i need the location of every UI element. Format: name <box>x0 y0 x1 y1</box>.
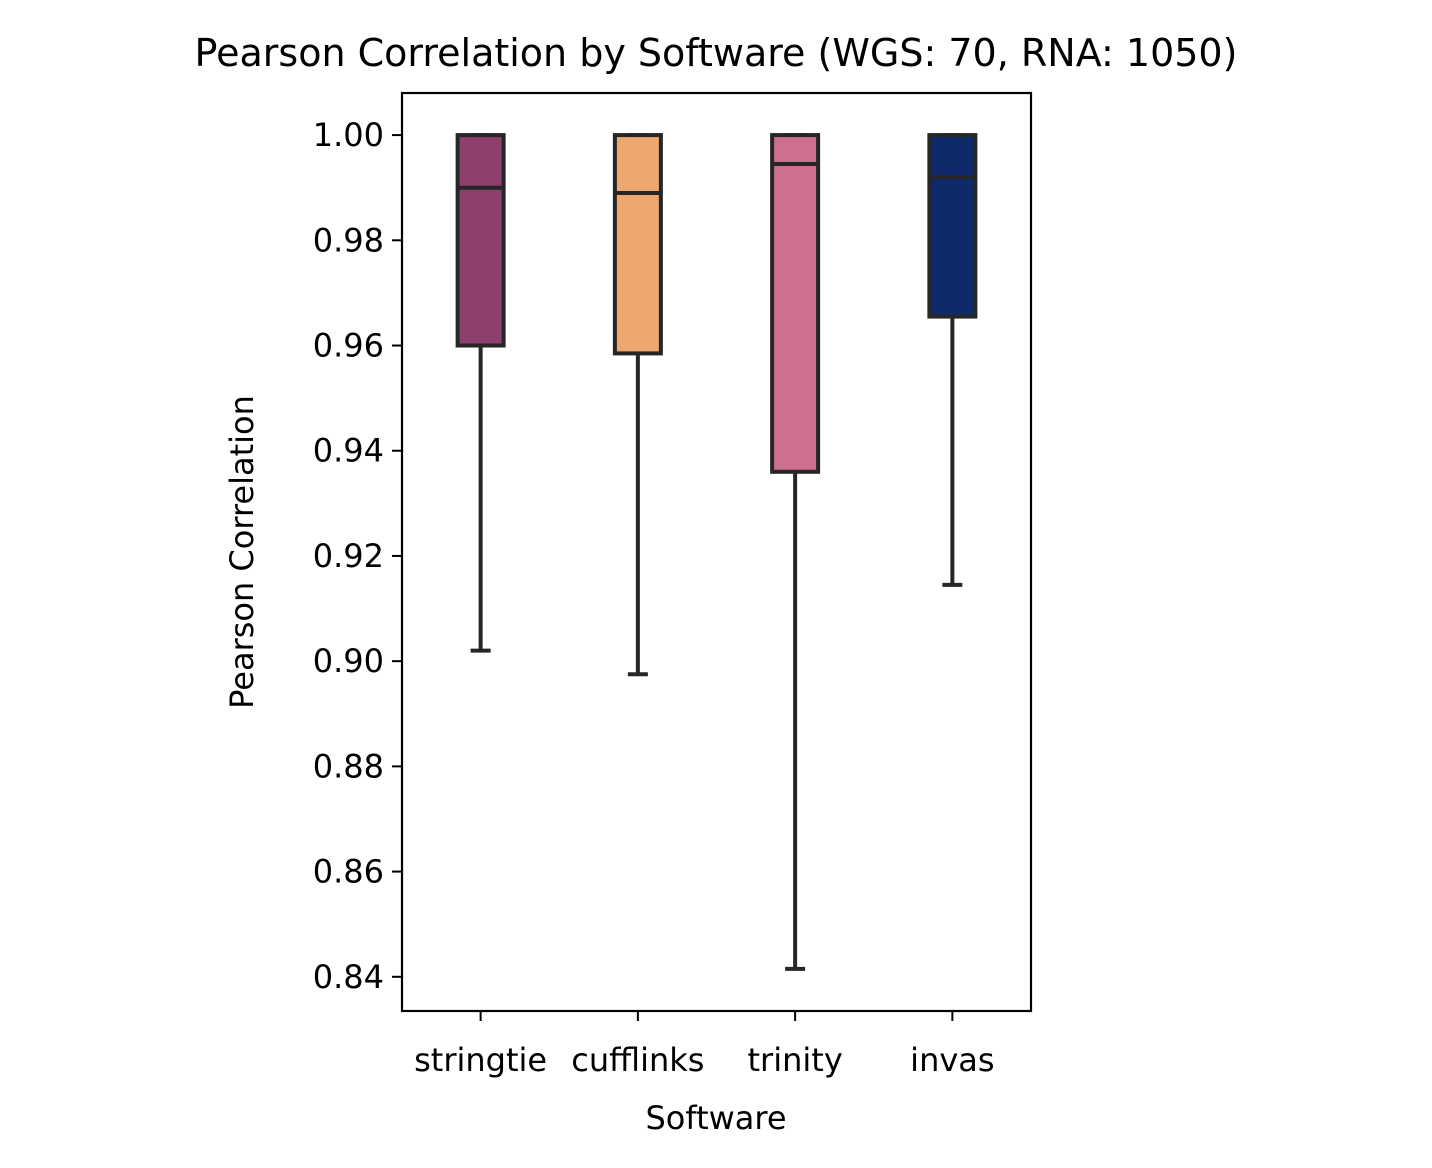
y-tick-label: 1.00 <box>313 116 384 154</box>
box-stringtie <box>455 133 506 653</box>
y-tick-label: 0.86 <box>313 853 384 891</box>
chart-title: Pearson Correlation by Software (WGS: 70… <box>195 31 1238 75</box>
y-axis-label: Pearson Correlation <box>223 395 261 709</box>
x-axis: stringtie cufflinks trinity invas <box>414 1011 995 1079</box>
y-axis: 0.84 0.86 0.88 0.90 0.92 0.94 0.96 0.98 1.00 <box>313 116 402 996</box>
box-iqr <box>455 133 506 348</box>
y-tick-label: 0.90 <box>313 642 384 680</box>
x-tick-label: trinity <box>748 1041 843 1079</box>
box-invas <box>927 133 978 587</box>
x-tick-label: invas <box>910 1041 994 1079</box>
y-tick-label: 0.96 <box>313 327 384 365</box>
box-iqr <box>612 133 663 356</box>
boxes <box>455 133 978 971</box>
y-tick-label: 0.92 <box>313 537 384 575</box>
y-tick-label: 0.88 <box>313 747 384 785</box>
box-cufflinks <box>612 133 663 677</box>
y-tick-label: 0.98 <box>313 221 384 259</box>
box-iqr <box>927 133 978 319</box>
x-tick-label: stringtie <box>414 1041 547 1079</box>
x-tick-label: cufflinks <box>571 1041 704 1079</box>
x-axis-label: Software <box>645 1099 786 1137</box>
plot-area-frame <box>400 91 1033 1013</box>
y-tick-label: 0.84 <box>313 958 384 996</box>
y-tick-label: 0.94 <box>313 432 384 470</box>
box-trinity <box>770 133 821 971</box>
box-iqr <box>770 133 821 474</box>
